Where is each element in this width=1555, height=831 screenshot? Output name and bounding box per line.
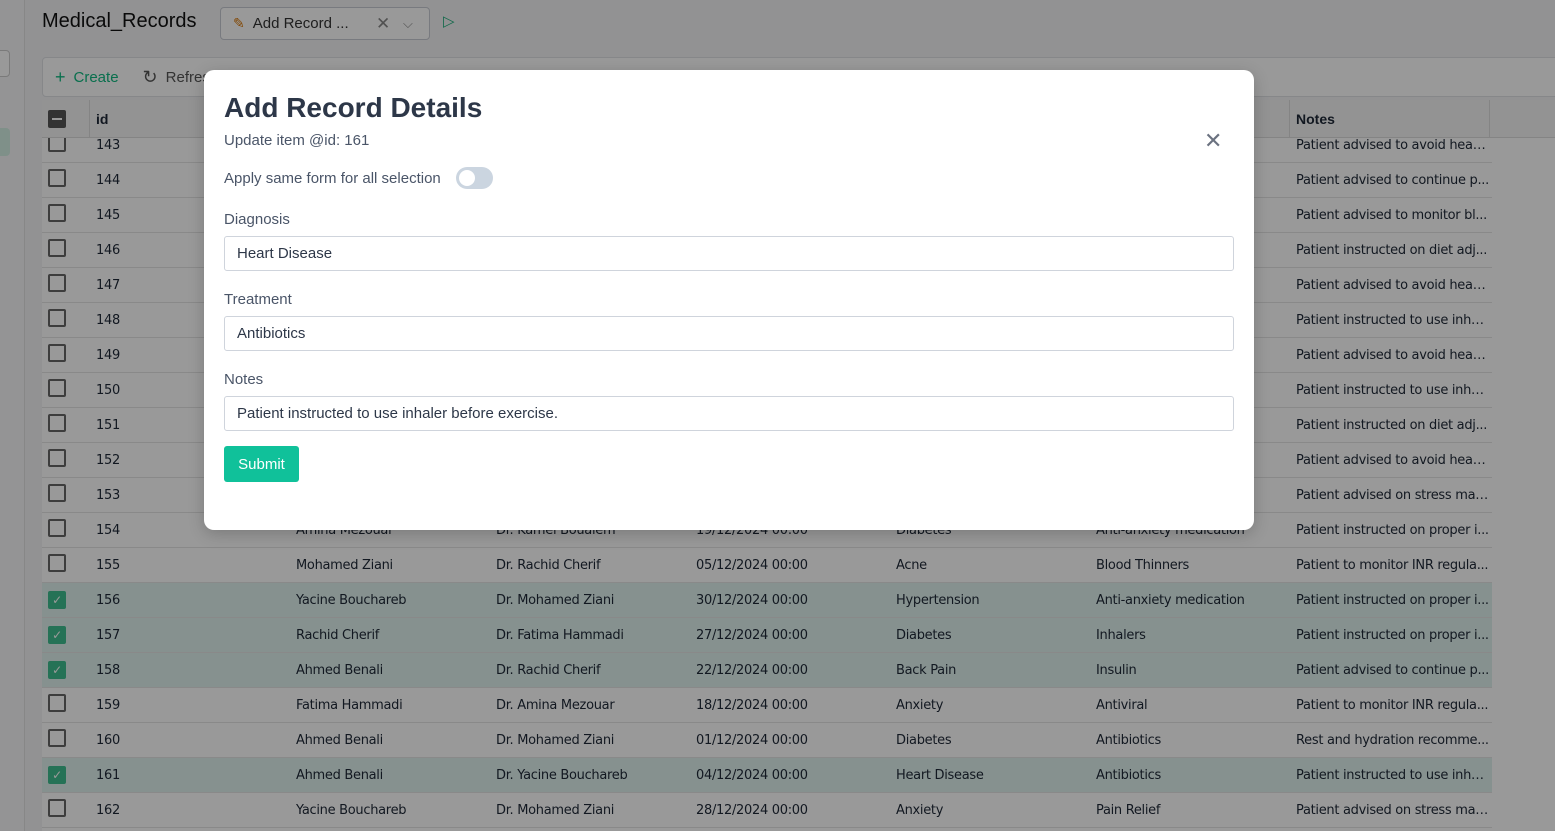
select-all-checkbox[interactable]: [48, 110, 66, 128]
row-checkbox[interactable]: [48, 799, 66, 817]
table-row[interactable]: 155 Mohamed Ziani Dr. Rachid Cherif 05/12/2…: [42, 548, 1492, 583]
close-icon[interactable]: ✕: [1204, 128, 1223, 153]
diagnosis-input[interactable]: Heart Disease: [224, 236, 1234, 271]
row-select-cell[interactable]: [42, 169, 90, 191]
row-select-cell[interactable]: [42, 274, 90, 296]
select-all-cell[interactable]: [42, 100, 90, 138]
row-checkbox[interactable]: [48, 239, 66, 257]
apply-all-toggle[interactable]: [455, 167, 493, 189]
row-select-cell[interactable]: [42, 449, 90, 471]
header-notes[interactable]: Notes: [1290, 100, 1490, 138]
row-select-cell[interactable]: [42, 309, 90, 331]
row-checkbox[interactable]: [48, 554, 66, 572]
run-icon[interactable]: ▷: [443, 13, 455, 30]
table-row[interactable]: 159 Fatima Hammadi Dr. Amina Mezouar 18/12/…: [42, 688, 1492, 723]
row-select-cell[interactable]: [42, 694, 90, 716]
row-checkbox[interactable]: [48, 519, 66, 537]
row-checkbox[interactable]: [48, 169, 66, 187]
row-checkbox[interactable]: ✓: [48, 591, 66, 609]
row-select-cell[interactable]: [42, 554, 90, 576]
add-record-dialog: Add Record Details Update item @id: 161 …: [204, 70, 1254, 530]
page-title: Medical_Records: [42, 10, 197, 32]
row-select-cell[interactable]: ✓: [42, 766, 90, 784]
apply-all-label: Apply same form for all selection: [224, 169, 441, 187]
row-checkbox[interactable]: ✓: [48, 661, 66, 679]
create-label: Create: [73, 68, 119, 86]
diagnosis-label: Diagnosis: [224, 211, 290, 228]
dialog-subtitle: Update item @id: 161: [224, 132, 370, 149]
row-checkbox[interactable]: [48, 274, 66, 292]
row-select-cell[interactable]: ✓: [42, 591, 90, 609]
close-icon[interactable]: ✕: [376, 13, 391, 33]
row-checkbox[interactable]: [48, 694, 66, 712]
row-checkbox[interactable]: [48, 729, 66, 747]
row-select-cell[interactable]: [42, 729, 90, 751]
table-row[interactable]: 154 Amina Mezouar Dr. Kamel Boualem 19/12/2…: [42, 513, 1492, 548]
plus-icon: +: [55, 66, 66, 87]
table-row[interactable]: ✓ 158 Ahmed Benali Dr. Rachid Cherif 22/12/2…: [42, 653, 1492, 688]
table-row[interactable]: ✓ 156 Yacine Bouchareb Dr. Mohamed Ziani 30/…: [42, 583, 1492, 618]
row-checkbox[interactable]: [48, 484, 66, 502]
row-select-cell[interactable]: [42, 414, 90, 436]
notes-input[interactable]: Patient instructed to use inhaler before…: [224, 396, 1234, 431]
edit-document-icon: ✎: [233, 15, 245, 31]
row-checkbox[interactable]: [48, 309, 66, 327]
table-row[interactable]: ✓ 157 Rachid Cherif Dr. Fatima Hammadi 27/12…: [42, 618, 1492, 653]
row-checkbox[interactable]: [48, 414, 66, 432]
treatment-input[interactable]: Antibiotics: [224, 316, 1234, 351]
row-select-cell[interactable]: [42, 484, 90, 506]
row-select-cell[interactable]: [42, 799, 90, 821]
row-checkbox[interactable]: [48, 449, 66, 467]
tab-label: Add Record ...: [252, 15, 349, 32]
chevron-down-icon[interactable]: ⌵: [403, 15, 413, 31]
row-select-cell[interactable]: [42, 379, 90, 401]
row-checkbox[interactable]: [48, 379, 66, 397]
row-select-cell[interactable]: [42, 239, 90, 261]
row-select-cell[interactable]: [42, 344, 90, 366]
row-select-cell[interactable]: [42, 519, 90, 541]
row-select-cell[interactable]: [42, 204, 90, 226]
sidebar: [0, 0, 25, 831]
refresh-icon: ↻: [142, 66, 158, 87]
treatment-label: Treatment: [224, 291, 292, 308]
table-row[interactable]: ✓ 161 Ahmed Benali Dr. Yacine Bouchareb 04/1…: [42, 758, 1492, 793]
row-checkbox[interactable]: [48, 344, 66, 362]
row-checkbox[interactable]: ✓: [48, 626, 66, 644]
create-button[interactable]: + Create: [55, 67, 119, 88]
submit-button[interactable]: Submit: [224, 446, 299, 482]
sidebar-active-item[interactable]: [0, 128, 10, 156]
tab-add-record[interactable]: ✎ Add Record ... ✕ ⌵: [220, 7, 430, 40]
header-col-6[interactable]: [1090, 100, 1290, 138]
sidebar-search-input[interactable]: [0, 50, 10, 77]
row-select-cell[interactable]: ✓: [42, 626, 90, 644]
dialog-title: Add Record Details: [224, 92, 483, 123]
row-checkbox[interactable]: ✓: [48, 766, 66, 784]
row-checkbox[interactable]: [48, 204, 66, 222]
notes-label: Notes: [224, 371, 264, 388]
row-select-cell[interactable]: ✓: [42, 661, 90, 679]
table-row[interactable]: 160 Ahmed Benali Dr. Mohamed Ziani 01/12/20…: [42, 723, 1492, 758]
table-row[interactable]: 162 Yacine Bouchareb Dr. Mohamed Ziani 28/1…: [42, 793, 1492, 828]
